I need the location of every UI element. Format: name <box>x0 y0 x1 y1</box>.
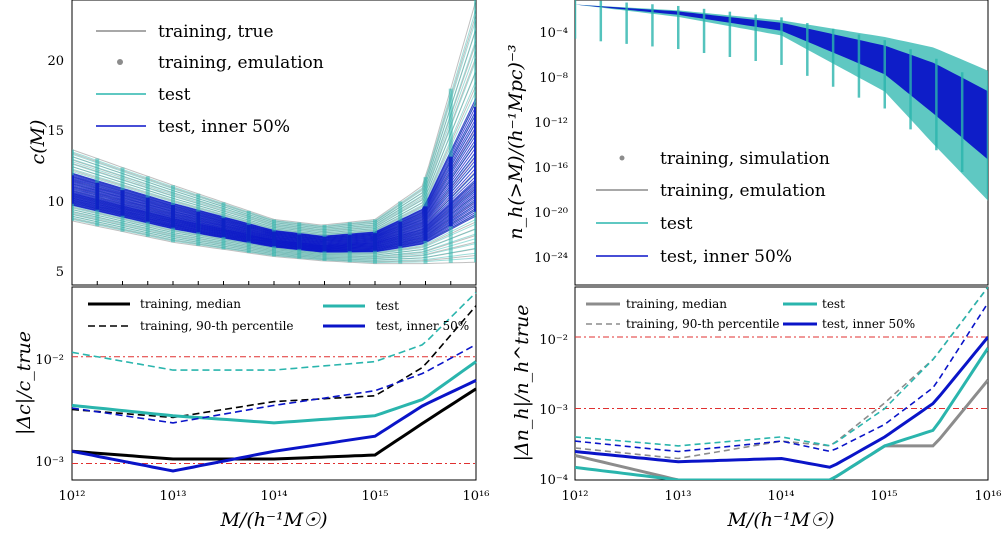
y-axis-label: |Δc|/c_true <box>13 331 35 435</box>
legend-label: test <box>660 214 693 234</box>
series-line <box>71 360 477 425</box>
ytick-1e-2: 10⁻² <box>35 353 64 368</box>
series-line <box>71 305 477 419</box>
legend-label: training, median <box>140 297 241 311</box>
legend-label: training, true <box>158 22 274 42</box>
legend-swatch-training-simulation <box>619 155 625 161</box>
curves-group <box>71 0 477 285</box>
panel-frame <box>574 286 989 481</box>
legend-label: test <box>158 85 191 105</box>
clipped-band <box>575 0 988 201</box>
legend-label: training, 90-th percentile <box>140 319 294 333</box>
x-axis-label: M/(h⁻¹M☉) <box>219 509 327 531</box>
series-line <box>71 379 477 473</box>
legend-label: training, 90-th percentile <box>626 317 780 331</box>
ytick-1e-20: 10⁻²⁰ <box>534 206 568 221</box>
legend: training, true training, emulation test … <box>96 22 324 137</box>
ytick-1e-3: 10⁻³ <box>35 455 64 470</box>
legend-label: test, inner 50% <box>376 319 469 333</box>
ytick-1e-4: 10⁻⁴ <box>539 26 568 41</box>
y-axis-label: n_h(>M)/(h⁻¹Mpc)⁻³ <box>505 44 527 239</box>
ytick-1e-4: 10⁻⁴ <box>539 473 568 488</box>
xtick-1e16: 10¹⁶ <box>975 489 1002 504</box>
ytick-15: 15 <box>47 124 64 139</box>
lines-group <box>71 291 477 473</box>
series-line <box>71 387 477 461</box>
legend: training, simulation training, emulation… <box>596 149 830 267</box>
xtick-1e15: 10¹⁵ <box>871 489 898 504</box>
training-curve <box>72 0 476 226</box>
ytick-1e-12: 10⁻¹² <box>534 116 568 131</box>
xtick-1e16: 10¹⁶ <box>463 489 490 504</box>
series-line <box>575 302 988 453</box>
legend-label: test <box>376 299 399 313</box>
xtick-1e14: 10¹⁴ <box>261 489 288 504</box>
series-line <box>575 287 988 447</box>
panel-n-h: 10⁻⁴ 10⁻⁸ 10⁻¹² 10⁻¹⁶ 10⁻²⁰ 10⁻²⁴ n_h(>M… <box>505 0 989 286</box>
y-axis-label: c(M) <box>27 120 49 165</box>
series-line <box>575 347 988 480</box>
series-line <box>71 343 477 424</box>
legend: training, median training, 90-th percent… <box>586 297 915 331</box>
clipped-lines <box>575 287 988 480</box>
series-line <box>575 287 988 460</box>
legend-label: training, simulation <box>660 149 830 169</box>
legend-label: training, emulation <box>158 53 324 73</box>
series-line <box>575 336 988 469</box>
xtick-1e13: 10¹³ <box>665 489 692 504</box>
lines-group <box>575 287 988 480</box>
xtick-1e15: 10¹⁵ <box>362 489 389 504</box>
panel-frame <box>71 286 477 481</box>
ytick-1e-16: 10⁻¹⁶ <box>534 161 568 176</box>
legend: training, median training, 90-th percent… <box>88 297 469 333</box>
xtick-1e13: 10¹³ <box>160 489 187 504</box>
ytick-10: 10 <box>47 195 64 210</box>
ytick-1e-24: 10⁻²⁴ <box>534 251 568 266</box>
test-inner-band <box>575 4 988 160</box>
legend-swatch-training-emulation <box>117 59 123 65</box>
clipped-curves <box>72 0 476 265</box>
series-line <box>575 379 988 480</box>
legend-label: test, inner 50% <box>822 317 915 331</box>
xtick-1e12: 10¹² <box>562 489 589 504</box>
legend-label: training, emulation <box>660 181 826 201</box>
series-line <box>71 291 477 371</box>
band-group <box>575 0 988 201</box>
panel-c-of-M: 20 15 10 5 c(M) training, true training,… <box>27 0 477 286</box>
x-axis-label: M/(h⁻¹M☉) <box>726 509 834 531</box>
legend-label: test <box>822 297 845 311</box>
ytick-1e-8: 10⁻⁸ <box>539 71 568 86</box>
ytick-5: 5 <box>56 265 64 280</box>
ytick-20: 20 <box>47 54 64 69</box>
legend-label: test, inner 50% <box>158 117 290 137</box>
xtick-1e14: 10¹⁴ <box>768 489 795 504</box>
y-axis-label: |Δn_h|/n_h^true <box>511 305 533 462</box>
panel-rel-err-c: 10⁻² 10⁻³ |Δc|/c_true training, median t… <box>13 286 490 531</box>
panel-rel-err-nh: 10⁻² 10⁻³ 10⁻⁴ |Δn_h|/n_h^true training,… <box>511 286 1002 531</box>
ytick-1e-3: 10⁻³ <box>539 403 568 418</box>
legend-label: test, inner 50% <box>660 247 792 267</box>
legend-label: training, median <box>626 297 727 311</box>
xtick-1e12: 10¹² <box>59 489 86 504</box>
ytick-1e-2: 10⁻² <box>539 333 568 348</box>
